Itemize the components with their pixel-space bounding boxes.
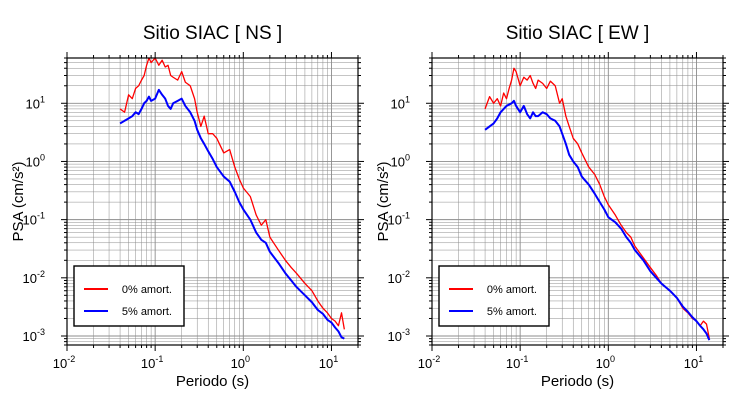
legend-box bbox=[73, 265, 185, 327]
x-tick-label: 10-1 bbox=[141, 354, 163, 371]
ticks bbox=[61, 52, 364, 351]
y-tick-label: 10-3 bbox=[388, 327, 410, 344]
x-tick-label: 100 bbox=[231, 354, 250, 371]
series-line-5pct bbox=[484, 99, 711, 341]
plot-frame bbox=[66, 57, 359, 346]
legend-label-0pct: 0% amort. bbox=[122, 284, 172, 296]
grid bbox=[66, 57, 359, 346]
legend-label-5pct: 5% amort. bbox=[122, 306, 172, 318]
chart-title: Sitio SIAC [ EW ] bbox=[506, 23, 650, 44]
x-tick-label: 10-1 bbox=[506, 354, 528, 371]
plot-frame bbox=[431, 57, 724, 346]
series-line-0pct bbox=[119, 57, 345, 330]
x-tick-label: 101 bbox=[684, 354, 703, 371]
y-axis-label: PSA (cm/s²) bbox=[10, 161, 27, 241]
x-tick-label: 10-2 bbox=[53, 354, 75, 371]
y-tick-label: 101 bbox=[26, 94, 45, 111]
y-tick-label: 10-2 bbox=[23, 269, 45, 286]
y-tick-label: 100 bbox=[391, 152, 410, 169]
x-tick-label: 10-2 bbox=[418, 354, 440, 371]
x-axis-label: Periodo (s) bbox=[176, 373, 249, 390]
legend: 0% amort. 5% amort. bbox=[438, 265, 550, 327]
y-tick-label: 10-2 bbox=[388, 269, 410, 286]
y-axis-label: PSA (cm/s²) bbox=[375, 161, 392, 241]
y-tick-label: 101 bbox=[391, 94, 410, 111]
legend: 0% amort. 5% amort. bbox=[73, 265, 185, 327]
y-tick-label: 10-3 bbox=[23, 327, 45, 344]
legend-label-5pct: 5% amort. bbox=[487, 306, 537, 318]
legend-label-0pct: 0% amort. bbox=[487, 284, 537, 296]
chart-title: Sitio SIAC [ NS ] bbox=[143, 23, 282, 44]
x-tick-label: 101 bbox=[319, 354, 338, 371]
x-tick-label: 100 bbox=[596, 354, 615, 371]
legend-box bbox=[438, 265, 550, 327]
ticks bbox=[426, 52, 729, 351]
x-axis-label: Periodo (s) bbox=[541, 373, 614, 390]
series-line-5pct bbox=[119, 88, 345, 340]
y-tick-label: 100 bbox=[26, 152, 45, 169]
